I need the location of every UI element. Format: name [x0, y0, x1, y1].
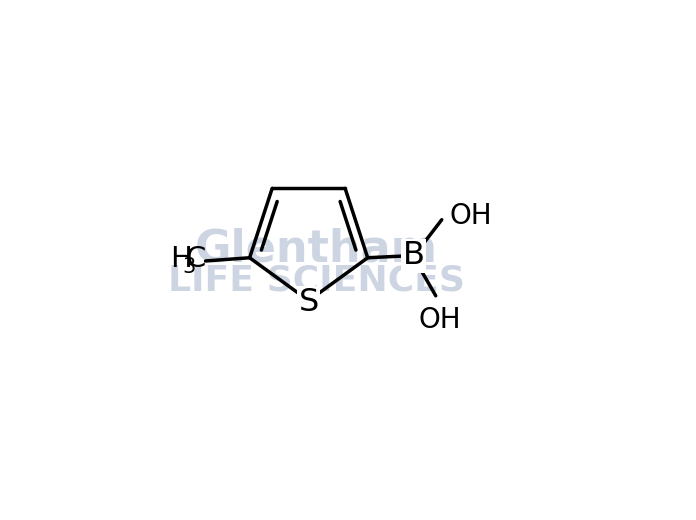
Text: H: H [171, 245, 193, 273]
Text: LIFE SCIENCES: LIFE SCIENCES [168, 264, 465, 297]
Text: B: B [403, 240, 425, 271]
Text: Glentham: Glentham [195, 227, 438, 270]
Text: 3: 3 [182, 256, 196, 277]
Text: S: S [299, 287, 319, 318]
Text: OH: OH [418, 306, 461, 334]
Text: OH: OH [450, 202, 492, 230]
Text: C: C [185, 245, 206, 273]
